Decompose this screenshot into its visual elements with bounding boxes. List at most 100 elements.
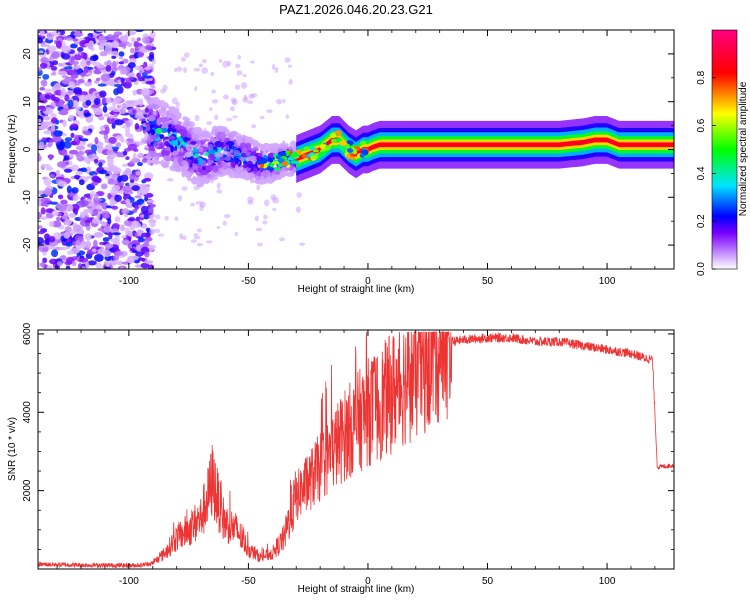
- spectral-cell: [278, 152, 287, 156]
- spectral-cell: [247, 196, 254, 203]
- spectral-cell: [57, 204, 67, 212]
- spectral-cell: [141, 258, 146, 262]
- y-tick-label: -20: [22, 237, 33, 252]
- spectral-cell: [107, 158, 114, 166]
- spectral-cell: [73, 106, 82, 110]
- spectral-cell: [263, 179, 273, 183]
- spectral-cell: [116, 151, 122, 158]
- spectral-cell: [120, 174, 129, 182]
- spectral-cell: [77, 78, 85, 84]
- spectral-cell: [272, 63, 276, 71]
- spectral-cell: [93, 98, 101, 105]
- spectrogram-y-label: Frequency (Hz): [7, 115, 18, 184]
- spectral-cell: [167, 127, 171, 134]
- spectral-cell: [198, 178, 208, 185]
- spectral-cell: [285, 114, 290, 120]
- spectral-cell: [72, 100, 79, 107]
- spectral-cell: [43, 115, 51, 121]
- x-tick-label: 50: [482, 276, 494, 287]
- spectral-cell: [155, 128, 163, 134]
- spectral-cell: [120, 77, 125, 84]
- spectral-cell: [226, 162, 232, 167]
- spectral-cell: [193, 184, 201, 191]
- spectral-cell: [217, 159, 222, 166]
- spectral-cell: [41, 163, 52, 168]
- spectral-cell: [182, 117, 191, 121]
- spectral-cell: [118, 104, 128, 108]
- spectral-cell: [218, 131, 227, 140]
- spectral-cell: [214, 114, 219, 121]
- spectral-cell: [61, 132, 67, 137]
- spectral-cell: [118, 51, 125, 57]
- spectral-cell: [126, 255, 136, 264]
- spectral-cell: [237, 55, 242, 60]
- spectral-cell: [131, 109, 137, 114]
- spectral-cell: [285, 150, 290, 157]
- spectral-cell: [154, 214, 161, 220]
- spectral-cell: [240, 82, 248, 89]
- spectral-cell: [111, 55, 117, 60]
- spectral-cell: [182, 235, 187, 241]
- spectral-cell: [96, 64, 105, 69]
- spectral-cell: [45, 208, 54, 213]
- spectral-cell: [78, 179, 85, 186]
- colorbar-tick-label: 0.8: [696, 70, 707, 84]
- spectral-cell: [84, 112, 92, 117]
- spectral-cell: [49, 173, 55, 179]
- spectral-cell: [168, 135, 176, 140]
- spectral-cell: [67, 99, 74, 108]
- spectral-cell: [259, 163, 265, 169]
- spectral-cell: [183, 161, 188, 169]
- spectral-cell: [232, 115, 238, 119]
- snr-series-line: [38, 331, 674, 569]
- spectral-cell: [194, 114, 200, 122]
- spectral-cell: [114, 119, 124, 126]
- spectral-cell: [248, 155, 258, 161]
- spectral-cell: [60, 88, 66, 96]
- spectral-cell: [122, 185, 133, 193]
- spectral-cell: [228, 143, 233, 149]
- spectral-cell: [279, 171, 288, 177]
- spectral-cell: [51, 51, 60, 59]
- spectral-cell: [89, 96, 95, 101]
- spectral-cell: [115, 142, 122, 148]
- spectral-cell: [140, 187, 149, 195]
- spectral-cell: [122, 58, 129, 64]
- spectral-cell: [55, 40, 62, 48]
- spectral-cell: [151, 111, 159, 117]
- spectral-cell: [224, 137, 231, 142]
- spectral-cell: [137, 98, 143, 103]
- spectral-cell: [134, 205, 139, 211]
- spectral-cell: [242, 160, 248, 165]
- spectral-cell: [190, 140, 197, 145]
- spectral-cell: [141, 36, 151, 44]
- spectral-cell: [226, 167, 231, 174]
- spectral-cell: [63, 168, 73, 173]
- spectral-cell: [129, 133, 134, 140]
- spectral-cell: [159, 109, 167, 117]
- spectral-cell: [226, 117, 233, 122]
- spectral-cell: [192, 147, 198, 153]
- spectral-cell: [193, 67, 201, 72]
- spectral-cell: [132, 89, 138, 96]
- spectral-cell: [131, 185, 140, 192]
- spectral-cell: [74, 174, 81, 180]
- spectral-cell: [122, 43, 127, 49]
- spectral-cell: [318, 151, 326, 157]
- spectral-cell: [254, 167, 258, 174]
- spectral-cell: [158, 142, 165, 150]
- spectral-cell: [136, 76, 146, 82]
- spectral-cell: [206, 134, 213, 140]
- spectral-cell: [73, 89, 82, 94]
- spectral-cell: [107, 218, 112, 225]
- spectral-cell: [233, 141, 238, 148]
- spectral-cell: [117, 175, 122, 183]
- spectral-cell: [206, 144, 214, 151]
- spectral-cell: [42, 73, 50, 80]
- spectral-cell: [51, 249, 59, 258]
- spectral-cell: [234, 164, 239, 172]
- spectral-cell: [236, 135, 242, 140]
- spectral-cell: [70, 203, 80, 212]
- spectral-cell: [259, 115, 265, 120]
- spectral-cell: [224, 156, 231, 161]
